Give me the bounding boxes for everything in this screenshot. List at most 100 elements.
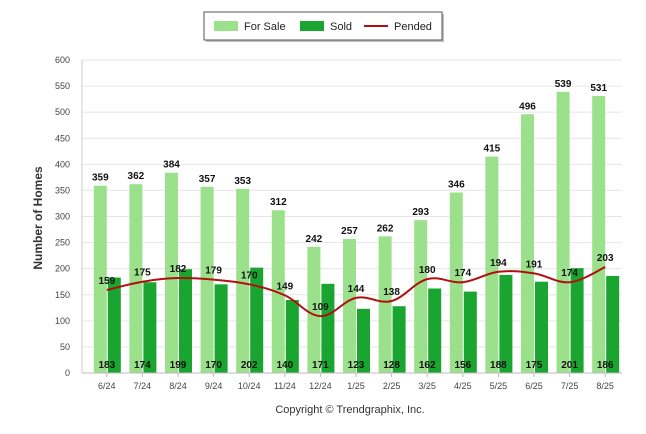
sold-value-label: 140 bbox=[276, 360, 293, 371]
sold-bar bbox=[107, 277, 121, 373]
for-sale-bar bbox=[521, 114, 534, 374]
legend-swatch-sold bbox=[300, 21, 324, 31]
legend: For Sale Sold Pended bbox=[203, 11, 444, 42]
pended-value-label: 109 bbox=[312, 302, 329, 313]
for-sale-bar bbox=[343, 238, 356, 373]
for-sale-value-label: 539 bbox=[555, 79, 572, 90]
y-axis-label: Number of Homes bbox=[31, 166, 45, 270]
y-tick-label: 550 bbox=[55, 81, 70, 91]
y-tick-label: 500 bbox=[55, 107, 70, 117]
x-tick-label: 9/24 bbox=[205, 381, 223, 391]
sold-value-label: 199 bbox=[170, 360, 187, 371]
y-tick-label: 150 bbox=[55, 290, 70, 300]
x-tick-label: 12/24 bbox=[309, 381, 332, 391]
for-sale-value-label: 257 bbox=[341, 226, 358, 237]
pended-value-label: 138 bbox=[383, 287, 400, 298]
sold-value-label: 202 bbox=[241, 360, 258, 371]
for-sale-value-label: 262 bbox=[377, 223, 394, 234]
x-tick-label: 11/24 bbox=[274, 381, 296, 391]
for-sale-value-label: 415 bbox=[484, 144, 501, 155]
sold-bar bbox=[499, 274, 513, 373]
data-labels: 359 183 362 174 384 199 357 170 353 202 312 140 242 1… bbox=[92, 79, 614, 371]
y-tick-label: 300 bbox=[55, 212, 70, 222]
copyright-text: Copyright © Trendgraphix, Inc. bbox=[275, 404, 424, 416]
sold-bar bbox=[143, 282, 157, 373]
for-sale-value-label: 293 bbox=[412, 207, 429, 218]
for-sale-bar bbox=[93, 185, 107, 373]
sold-value-label: 170 bbox=[205, 360, 222, 371]
x-tick-label: 8/25 bbox=[596, 381, 614, 391]
for-sale-value-label: 496 bbox=[519, 101, 536, 112]
y-tick-label: 200 bbox=[55, 264, 70, 274]
sold-value-label: 183 bbox=[98, 360, 115, 371]
sold-value-label: 201 bbox=[561, 360, 578, 371]
legend-label-sold: Sold bbox=[330, 21, 352, 33]
pended-value-label: 180 bbox=[419, 265, 436, 276]
sold-value-label: 171 bbox=[312, 360, 329, 371]
x-tick-label: 10/24 bbox=[238, 381, 261, 391]
for-sale-bar bbox=[485, 156, 499, 373]
x-tick-label: 7/24 bbox=[134, 381, 152, 391]
sold-bar bbox=[357, 308, 370, 373]
y-tick-label: 250 bbox=[55, 238, 70, 248]
legend-swatch-for-sale bbox=[214, 21, 238, 31]
x-tick-label: 2/25 bbox=[383, 381, 401, 391]
sold-bar bbox=[428, 288, 442, 373]
pended-value-label: 194 bbox=[490, 258, 507, 269]
x-tick-label: 4/25 bbox=[454, 381, 472, 391]
y-tick-label: 600 bbox=[55, 55, 70, 65]
y-tick-label: 450 bbox=[55, 133, 70, 143]
sold-value-label: 123 bbox=[348, 360, 365, 371]
sold-value-label: 128 bbox=[383, 360, 400, 371]
x-tick-label: 6/25 bbox=[525, 381, 543, 391]
sold-bar bbox=[285, 299, 299, 373]
for-sale-value-label: 384 bbox=[163, 160, 180, 171]
for-sale-bar bbox=[236, 188, 250, 373]
sold-bar bbox=[392, 306, 406, 373]
for-sale-bar bbox=[165, 172, 178, 373]
legend-label-for-sale: For Sale bbox=[244, 21, 286, 33]
sold-value-label: 156 bbox=[454, 360, 471, 371]
pended-value-label: 191 bbox=[526, 259, 543, 270]
pended-value-label: 159 bbox=[98, 276, 115, 287]
sold-value-label: 186 bbox=[597, 360, 614, 371]
for-sale-bar bbox=[129, 184, 143, 373]
x-tick-label: 8/24 bbox=[169, 381, 187, 391]
y-tick-label: 50 bbox=[60, 342, 70, 352]
for-sale-value-label: 362 bbox=[128, 171, 145, 182]
x-tick-label: 7/25 bbox=[561, 381, 579, 391]
for-sale-bar bbox=[592, 95, 606, 374]
for-sale-value-label: 353 bbox=[234, 176, 251, 187]
for-sale-bar bbox=[378, 236, 392, 373]
for-sale-bar bbox=[414, 220, 428, 373]
pended-value-label: 174 bbox=[561, 268, 578, 279]
pended-value-label: 149 bbox=[276, 281, 293, 292]
pended-value-label: 175 bbox=[134, 268, 151, 279]
y-tick-label: 100 bbox=[55, 316, 70, 326]
pended-line-layer bbox=[106, 266, 606, 318]
pended-value-label: 170 bbox=[241, 270, 258, 281]
for-sale-bar bbox=[307, 246, 321, 373]
for-sale-value-label: 359 bbox=[92, 173, 109, 184]
y-tick-label: 350 bbox=[55, 185, 70, 195]
for-sale-bar bbox=[556, 91, 570, 374]
sold-bar bbox=[179, 269, 192, 373]
pended-value-label: 203 bbox=[597, 253, 614, 264]
sold-value-label: 162 bbox=[419, 360, 436, 371]
sold-bar bbox=[250, 267, 264, 373]
for-sale-value-label: 242 bbox=[306, 234, 323, 245]
for-sale-value-label: 312 bbox=[270, 197, 287, 208]
pended-value-label: 174 bbox=[454, 268, 471, 279]
for-sale-value-label: 357 bbox=[199, 174, 216, 185]
legend-label-pended: Pended bbox=[394, 21, 432, 33]
axes: 0 50 100 150 200 250 300 350 400 450 500 550 600 6/24… bbox=[55, 55, 622, 391]
for-sale-value-label: 531 bbox=[590, 83, 607, 94]
y-tick-label: 0 bbox=[65, 368, 70, 378]
sold-bar bbox=[321, 283, 335, 373]
x-tick-label: 3/25 bbox=[418, 381, 436, 391]
x-tick-label: 6/24 bbox=[98, 381, 116, 391]
pended-line bbox=[106, 266, 606, 318]
pended-value-label: 144 bbox=[348, 284, 365, 295]
sold-value-label: 175 bbox=[526, 360, 543, 371]
